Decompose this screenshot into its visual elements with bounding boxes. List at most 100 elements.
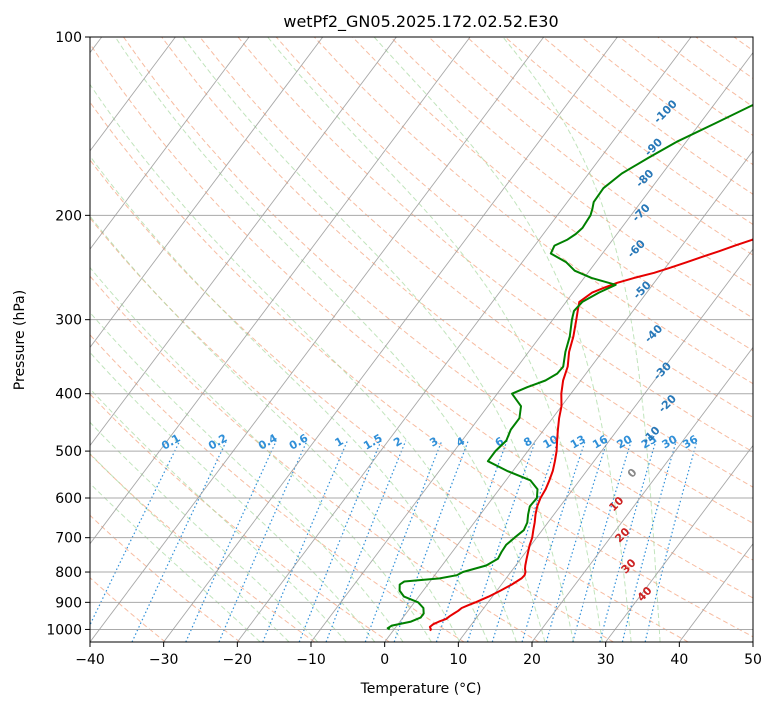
isotherm	[384, 150, 753, 642]
x-tick-label: −10	[296, 652, 326, 668]
dry-adiabat-label: 20	[612, 525, 632, 545]
y-axis-label: Pressure (hPa)	[12, 290, 28, 390]
isotherm	[457, 248, 753, 642]
moist-adiabat	[90, 215, 461, 642]
mixing-ratio-line	[491, 440, 559, 642]
dry-adiabat	[542, 37, 753, 195]
x-tick-label: 30	[597, 652, 615, 668]
x-tick-label: 10	[449, 652, 467, 668]
dry-adiabat	[733, 37, 753, 52]
moist-adiabat-label: -40	[642, 322, 665, 345]
x-tick-label: 20	[523, 652, 541, 668]
isotherm	[90, 37, 176, 152]
y-tick-label: 900	[55, 595, 82, 611]
y-tick-label: 400	[55, 387, 82, 403]
isotherm	[678, 543, 753, 642]
dry-adiabat	[90, 393, 390, 642]
isotherm	[236, 37, 692, 642]
moist-adiabat	[90, 421, 319, 642]
y-tick-label: 700	[55, 531, 82, 547]
dry-adiabat	[390, 37, 753, 319]
mixing-ratio-label: 0.2	[206, 432, 229, 453]
mixing-ratio-label: 0.1	[159, 432, 182, 453]
isotherm	[752, 641, 753, 642]
mixing-ratio-line	[644, 440, 698, 642]
background-reference-lines	[90, 37, 753, 642]
y-tick-label: 600	[55, 491, 82, 507]
dry-adiabat	[237, 37, 753, 453]
sounding-profiles	[386, 103, 753, 632]
isotherm	[90, 37, 250, 250]
chart-title: wetPf2_GN05.2025.172.02.52.E30	[283, 12, 558, 32]
mixing-ratio-line	[621, 440, 677, 642]
dry-adiabat	[90, 334, 465, 642]
dry-adiabat	[90, 577, 166, 642]
dry-adiabat	[123, 37, 753, 561]
mixing-ratio-line	[572, 440, 632, 642]
mixing-ratio-label: 2	[391, 435, 404, 450]
dry-adiabat	[619, 37, 753, 137]
isotherm	[163, 37, 618, 642]
y-tick-label: 100	[55, 30, 82, 46]
mixing-ratio-line	[599, 440, 657, 642]
mixing-ratio-label: 16	[590, 432, 610, 451]
moist-adiabat	[373, 37, 632, 642]
moist-adiabat	[90, 388, 347, 642]
mixing-ratio-line	[435, 440, 508, 642]
moist-adiabat-label: -60	[625, 237, 648, 260]
moist-adiabat	[114, 37, 546, 642]
y-tick-label: 200	[55, 208, 82, 224]
mixing-ratio-line	[185, 440, 277, 642]
y-tick-label: 800	[55, 565, 82, 581]
moist-adiabat-label: -30	[651, 359, 674, 382]
mixing-ratio-label: 1.5	[361, 432, 384, 453]
x-tick-label: −20	[223, 652, 253, 668]
dry-adiabat	[90, 514, 241, 642]
dry-adiabat	[90, 453, 315, 642]
moist-adiabat	[90, 83, 517, 642]
mixing-ratio-line	[131, 440, 228, 642]
dry-adiabat	[90, 275, 540, 642]
isotherm	[90, 37, 545, 642]
moist-adiabat-label: -100	[651, 97, 680, 126]
isotherm	[605, 444, 753, 642]
moist-adiabat	[90, 266, 432, 642]
moist-adiabat	[267, 37, 603, 642]
mixing-ratio-label: 36	[680, 432, 700, 451]
y-tick-label: 500	[55, 444, 82, 460]
axes: −40 −30 −20 −10 0 10 20 30 40 5010020030040050060…	[46, 30, 762, 668]
moist-adiabat	[90, 351, 376, 642]
mixing-ratio-label: 13	[568, 433, 588, 452]
dry-adiabat	[90, 159, 689, 642]
x-tick-label: −30	[149, 652, 179, 668]
mixing-ratio-label: 0.6	[287, 431, 311, 452]
reference-line-labels: 0.1 0.2 0.4 0.6 1 1.5 2 3 4 6 8 10 13 16 20 25 30 36-100-…	[159, 97, 700, 604]
moist-adiabat	[90, 482, 261, 642]
isotherm	[90, 37, 397, 447]
mixing-ratio-line	[298, 440, 382, 642]
moist-adiabat-label: -50	[631, 278, 654, 301]
moist-adiabat	[90, 155, 489, 642]
mixing-ratio-label: 20	[614, 432, 634, 451]
isotherm	[90, 37, 471, 545]
isotherm	[531, 346, 753, 642]
x-axis-label: Temperature (°C)	[360, 681, 482, 697]
mixing-ratio-line	[393, 440, 469, 642]
moist-adiabat	[182, 37, 575, 642]
x-tick-label: −40	[75, 652, 105, 668]
mixing-ratio-label: 0.4	[256, 431, 280, 452]
dry-adiabat	[90, 43, 753, 599]
moist-adiabat-label: -70	[630, 201, 653, 224]
mixing-ratio-label: 1	[333, 435, 346, 450]
dry-adiabat-label: 40	[635, 584, 655, 604]
dry-adiabat	[581, 37, 753, 166]
isotherm	[310, 51, 753, 642]
x-tick-label: 0	[380, 652, 389, 668]
dry-adiabat	[199, 37, 753, 488]
dewpoint-line	[386, 103, 753, 631]
y-tick-label: 300	[55, 313, 82, 329]
dry-adiabat	[352, 37, 753, 352]
moist-adiabat-label: -80	[633, 167, 656, 190]
mixing-ratio-line	[90, 440, 181, 627]
